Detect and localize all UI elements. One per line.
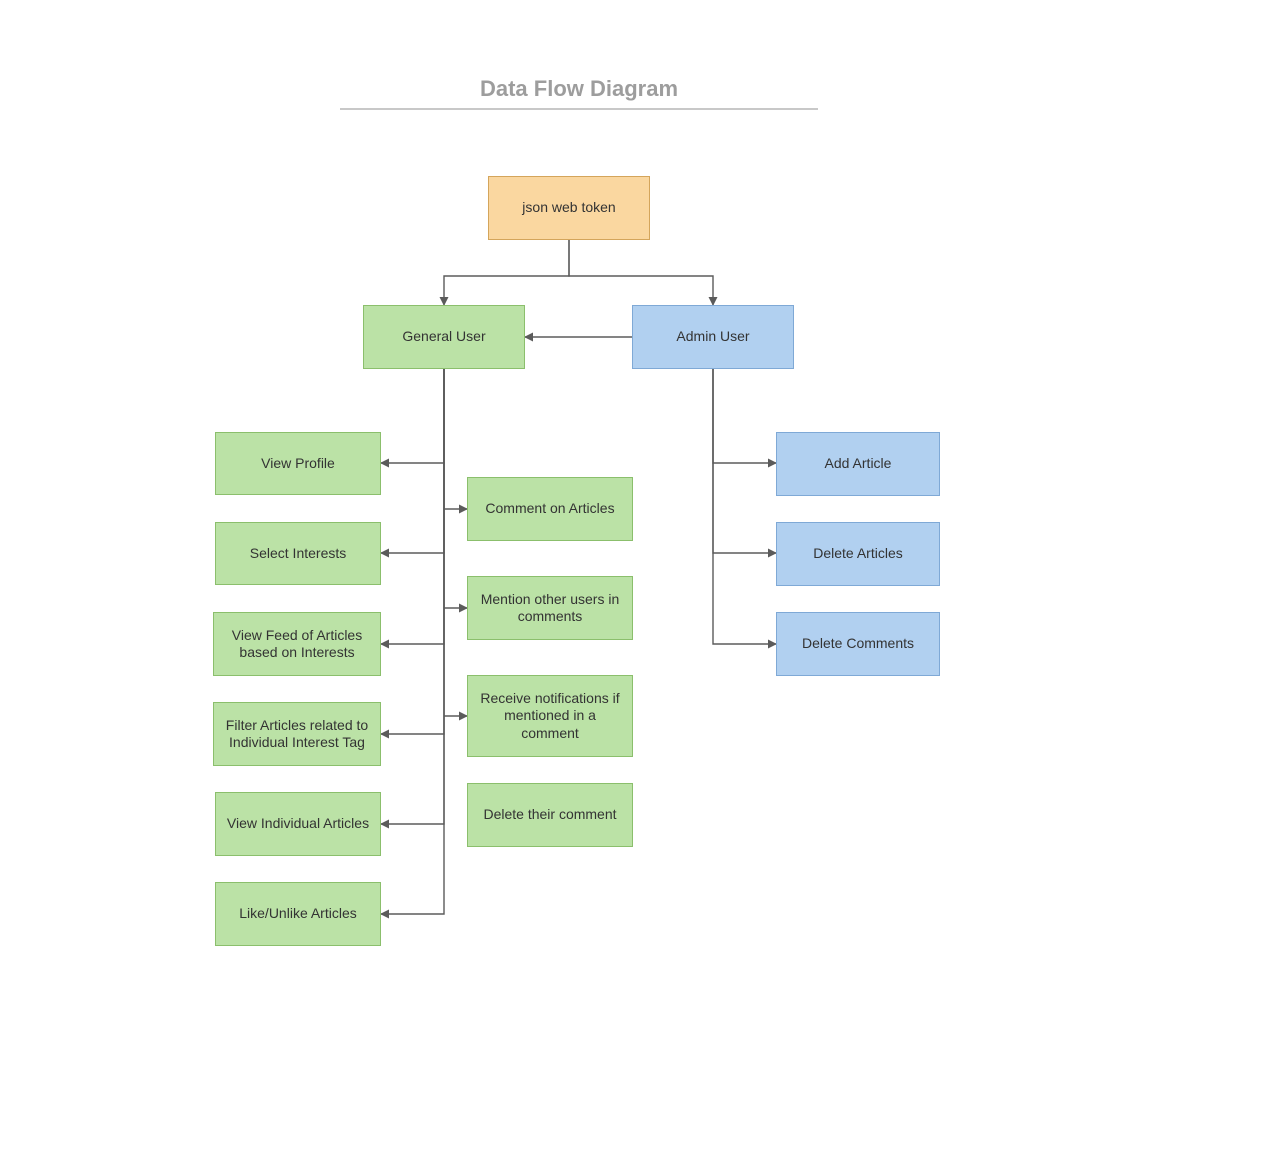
edge-jwt-to-admin-user [569, 240, 713, 305]
node-filter-articles: Filter Articles related to Individual In… [213, 702, 381, 766]
node-comment-articles: Comment on Articles [467, 477, 633, 541]
edge-jwt-to-general-user [444, 240, 569, 305]
node-view-profile: View Profile [215, 432, 381, 495]
node-admin-user: Admin User [632, 305, 794, 369]
edge-general-user-to-view-profile [381, 369, 444, 463]
edge-general-user-to-view-individual [381, 369, 444, 824]
edge-general-user-to-view-feed [381, 369, 444, 644]
node-mention-users: Mention other users in comments [467, 576, 633, 640]
edge-admin-user-to-add-article [713, 369, 776, 463]
diagram-title: Data Flow Diagram [340, 76, 818, 102]
edge-general-user-to-filter-articles [381, 369, 444, 734]
edge-general-user-to-select-interests [381, 369, 444, 553]
diagram-canvas: Data Flow Diagram json web token General … [0, 0, 1276, 1160]
node-delete-own-comment: Delete their comment [467, 783, 633, 847]
edge-general-user-to-like-unlike [381, 369, 444, 914]
diagram-title-underline [340, 108, 818, 110]
node-like-unlike: Like/Unlike Articles [215, 882, 381, 946]
node-view-individual: View Individual Articles [215, 792, 381, 856]
edges-layer [0, 0, 1276, 1160]
node-jwt: json web token [488, 176, 650, 240]
node-general-user: General User [363, 305, 525, 369]
edge-admin-user-to-delete-articles [713, 369, 776, 553]
node-receive-notif: Receive notifications if mentioned in a … [467, 675, 633, 757]
node-delete-comments: Delete Comments [776, 612, 940, 676]
node-delete-articles: Delete Articles [776, 522, 940, 586]
node-view-feed: View Feed of Articles based on Interests [213, 612, 381, 676]
node-select-interests: Select Interests [215, 522, 381, 585]
node-add-article: Add Article [776, 432, 940, 496]
edge-admin-user-to-delete-comments [713, 369, 776, 644]
